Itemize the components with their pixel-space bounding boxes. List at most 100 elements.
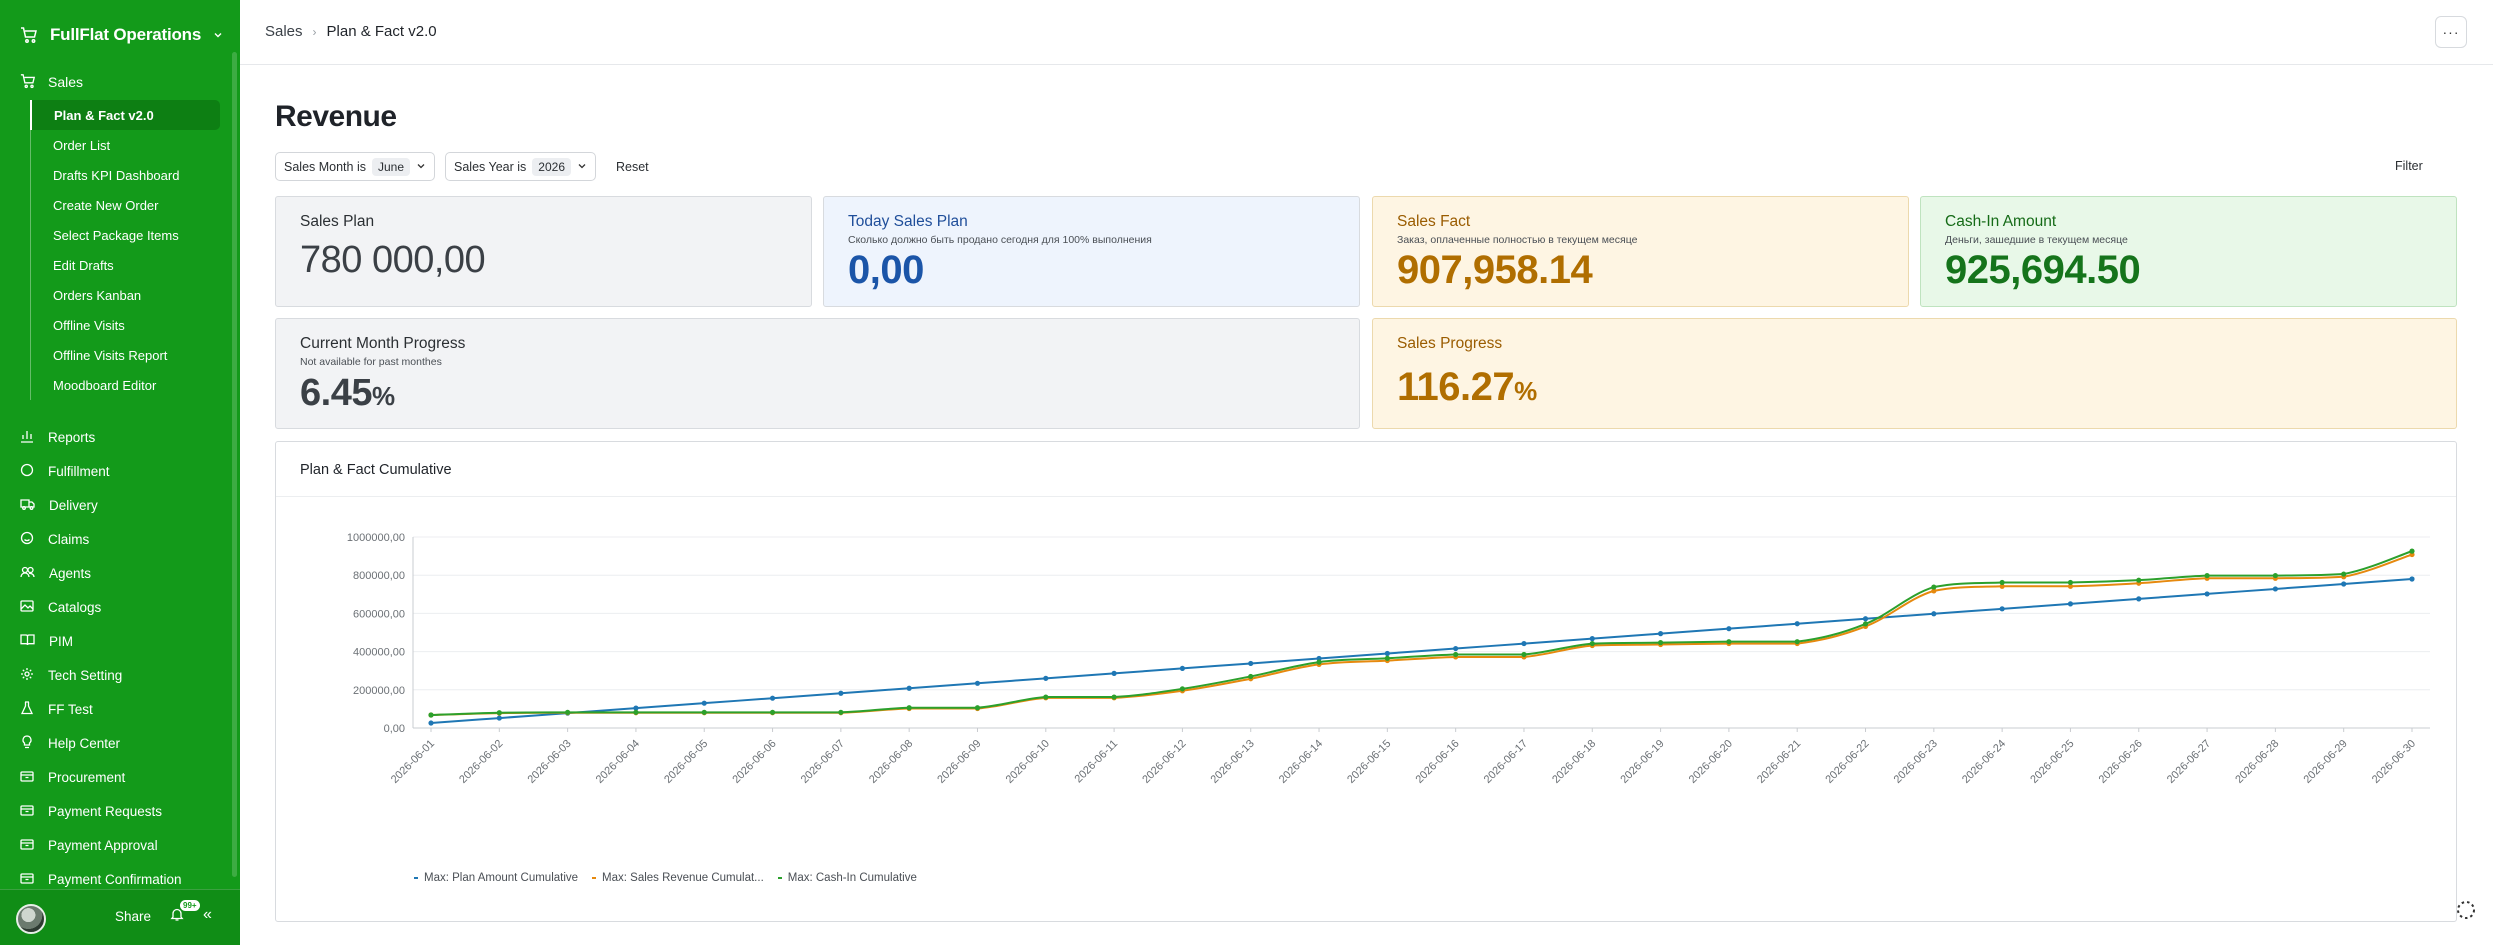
sidebar-item-pim[interactable]: PIM xyxy=(20,624,225,658)
share-button[interactable]: Share xyxy=(115,909,152,924)
sidebar-item-payment-approval[interactable]: Payment Approval xyxy=(20,828,225,862)
topbar: Sales › Plan & Fact v2.0 ··· xyxy=(240,0,2493,65)
x-tick-label: 2026-06-29 xyxy=(2302,738,2350,786)
card-title: Sales Plan xyxy=(300,213,375,230)
sales-plan-card: Sales Plan 780 000,00 xyxy=(275,196,812,307)
today-sales-plan-card: Today Sales Plan Сколько должно быть про… xyxy=(823,196,1360,307)
card-subtitle: Заказ, оплаченные полностью в текущем ме… xyxy=(1397,234,1638,246)
filter-sales-year[interactable]: Sales Year is 2026 xyxy=(445,152,596,181)
legend-swatch xyxy=(777,877,782,879)
sidebar: FullFlat Operations Sales Plan & Fact v2… xyxy=(0,0,240,945)
card-title: Current Month Progress xyxy=(300,335,466,352)
sidebar-item-delivery[interactable]: Delivery xyxy=(20,488,225,522)
sidebar-item-edit-drafts[interactable]: Edit Drafts xyxy=(53,257,114,273)
sidebar-item-offline-visits[interactable]: Offline Visits xyxy=(53,317,125,333)
cart-icon xyxy=(20,73,36,92)
legend-label: Max: Plan Amount Cumulative xyxy=(424,872,579,884)
series-point-1 xyxy=(769,695,776,701)
sidebar-section-sales[interactable]: Sales xyxy=(20,70,220,94)
reset-button[interactable]: Reset xyxy=(616,159,649,174)
sidebar-item-select-package[interactable]: Select Package Items xyxy=(53,227,179,243)
series-point-3 xyxy=(701,709,707,715)
series-point-1 xyxy=(1589,636,1595,642)
legend-item-plan[interactable]: Max: Plan Amount Cumulative xyxy=(414,872,578,884)
avatar[interactable] xyxy=(16,904,46,934)
y-tick-label: 800000,00 xyxy=(353,570,405,582)
sidebar-item-label: Delivery xyxy=(49,497,98,513)
x-tick-label: 2026-06-23 xyxy=(1892,738,1940,786)
card-value: 780 000,00 xyxy=(300,239,486,281)
filter-sales-month[interactable]: Sales Month is June xyxy=(275,152,436,181)
sidebar-item-offline-visits-report[interactable]: Offline Visits Report xyxy=(53,347,168,363)
series-point-1 xyxy=(1521,640,1527,647)
breadcrumb: Sales › Plan & Fact v2.0 xyxy=(265,23,437,40)
x-tick-label: 2026-06-20 xyxy=(1687,738,1735,786)
x-tick-label: 2026-06-14 xyxy=(1277,738,1325,786)
box-icon xyxy=(20,803,34,820)
legend-item-cashin[interactable]: Max: Cash-In Cumulative xyxy=(777,872,917,884)
sales-progress-card: Sales Progress 116.27% xyxy=(1372,318,2457,429)
sidebar-item-procurement[interactable]: Procurement xyxy=(20,760,225,794)
smile-icon xyxy=(20,531,34,548)
y-tick-label: 200000,00 xyxy=(353,685,405,697)
sales-submenu: Plan & Fact v2.0 Order List Drafts KPI D… xyxy=(30,100,220,400)
series-point-1 xyxy=(2067,601,2074,607)
sidebar-item-drafts-kpi[interactable]: Drafts KPI Dashboard xyxy=(53,167,180,183)
sidebar-item-claims[interactable]: Claims xyxy=(20,522,225,556)
sidebar-item-payment-requests[interactable]: Payment Requests xyxy=(20,794,225,828)
sidebar-item-payment-confirmation[interactable]: Payment Confirmation xyxy=(20,862,225,896)
sidebar-item-orders-kanban[interactable]: Orders Kanban xyxy=(53,287,142,303)
box-icon xyxy=(20,769,34,786)
sidebar-item-catalogs[interactable]: Catalogs xyxy=(20,590,225,624)
sidebar-item-create-order[interactable]: Create New Order xyxy=(53,197,159,213)
y-tick-label: 1000000,00 xyxy=(347,532,405,544)
legend-item-revenue[interactable]: Max: Sales Revenue Cumulat... xyxy=(592,872,764,884)
sidebar-item-label: Claims xyxy=(48,531,90,547)
chevron-down-icon xyxy=(577,160,587,174)
breadcrumb-parent[interactable]: Sales xyxy=(265,23,303,40)
card-title: Cash-In Amount xyxy=(1945,213,2057,230)
app-switcher[interactable]: FullFlat Operations xyxy=(20,22,223,48)
sidebar-item-label: Fulfillment xyxy=(48,463,110,479)
x-tick-label: 2026-06-06 xyxy=(730,738,778,786)
sidebar-scrollbar[interactable] xyxy=(232,52,237,877)
sidebar-item-label: Payment Confirmation xyxy=(48,871,182,887)
sidebar-item-fulfillment[interactable]: Fulfillment xyxy=(20,454,225,488)
sidebar-item-order-list[interactable]: Order List xyxy=(53,137,111,153)
filter-button[interactable]: Filter xyxy=(2395,159,2423,173)
card-value: 907,958.14 xyxy=(1397,248,1593,292)
sidebar-item-label: FF Test xyxy=(48,701,93,717)
sidebar-item-ff-test[interactable]: FF Test xyxy=(20,692,225,726)
x-tick-label: 2026-06-18 xyxy=(1550,738,1598,786)
series-point-3 xyxy=(2067,579,2074,586)
x-tick-label: 2026-06-09 xyxy=(935,738,983,786)
lightbulb-icon xyxy=(20,734,34,752)
card-title: Sales Fact xyxy=(1397,213,1471,230)
more-options-button[interactable]: ··· xyxy=(2435,16,2467,48)
plan-fact-chart[interactable]: 0,00 200000,00 400000,00 600000,00 800000,00… xyxy=(276,497,2456,867)
series-point-1 xyxy=(1384,650,1390,657)
sidebar-nav: Reports Fulfillment Delivery Claims Agen… xyxy=(20,420,225,896)
sidebar-item-agents[interactable]: Agents xyxy=(20,556,225,590)
sidebar-item-moodboard-editor[interactable]: Moodboard Editor xyxy=(53,377,157,393)
series-point-3 xyxy=(633,709,639,715)
plan-fact-chart-card: Plan & Fact Cumulative 0,00 200000,00 4000… xyxy=(275,441,2457,922)
card-value: 925,694.50 xyxy=(1945,248,2141,292)
series-point-1 xyxy=(2409,576,2415,582)
card-subtitle: Сколько должно быть продано сегодня для … xyxy=(848,234,1152,246)
sidebar-item-label: PIM xyxy=(49,633,74,649)
series-point-3 xyxy=(2272,572,2278,579)
bell-icon[interactable] xyxy=(170,907,184,927)
card-value: 116.27 xyxy=(1397,365,1515,409)
series-point-1 xyxy=(1794,621,1800,627)
settings-icon xyxy=(20,667,34,684)
series-point-3 xyxy=(1453,651,1459,658)
card-value: 0,00 xyxy=(848,248,924,292)
sidebar-item-plan-fact[interactable]: Plan & Fact v2.0 xyxy=(30,100,220,130)
sidebar-item-reports[interactable]: Reports xyxy=(20,420,225,454)
x-tick-label: 2026-06-17 xyxy=(1482,738,1530,786)
sidebar-item-help-center[interactable]: Help Center xyxy=(20,726,225,760)
collapse-sidebar-icon[interactable]: « xyxy=(203,906,212,923)
sidebar-item-tech-setting[interactable]: Tech Setting xyxy=(20,658,225,692)
cart-icon xyxy=(20,26,38,44)
